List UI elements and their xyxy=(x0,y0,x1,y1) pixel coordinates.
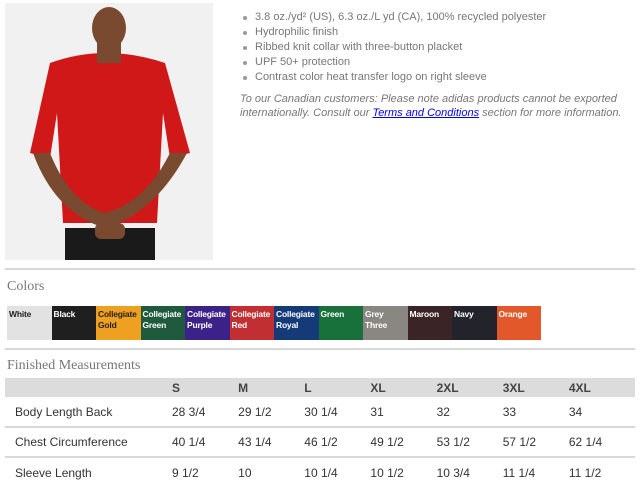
table-cell: 29 1/2 xyxy=(238,397,305,428)
feature-item: Ribbed knit collar with three-button pla… xyxy=(240,40,630,55)
divider xyxy=(5,268,635,270)
color-swatch[interactable]: White xyxy=(7,306,52,340)
feature-item: Hydrophilic finish xyxy=(240,25,630,40)
color-swatch[interactable]: Collegiate Royal xyxy=(274,306,319,340)
table-cell: 49 1/2 xyxy=(370,427,437,458)
table-row: Sleeve Length 9 1/2 10 10 1/4 10 1/2 10 3/4 11… xyxy=(5,457,635,487)
color-swatch[interactable]: Collegiate Red xyxy=(229,306,274,340)
column-header: 4XL xyxy=(568,378,635,397)
table-cell: 10 1/4 xyxy=(304,465,338,480)
swatch-label: Orange xyxy=(498,309,528,319)
product-features: 3.8 oz./yd² (US), 6.3 oz./L yd (CA), 100… xyxy=(240,10,630,120)
swatch-label: Collegiate xyxy=(98,309,137,319)
column-header: S xyxy=(172,378,239,397)
swatch-label: Maroon xyxy=(409,309,440,319)
row-label: Body Length Back xyxy=(5,397,172,428)
column-header: M xyxy=(238,378,305,397)
color-swatch[interactable]: Collegiate Green xyxy=(140,306,185,340)
column-header: XL xyxy=(370,378,437,397)
terms-link[interactable]: Terms and Conditions xyxy=(372,106,480,119)
swatch-label: Black xyxy=(53,309,76,319)
table-row: Chest Circumference 40 1/4 43 1/4 46 1/2 49 … xyxy=(5,427,635,458)
feature-item: Contrast color heat transfer logo on rig… xyxy=(240,70,630,85)
note-text-end: section for more information. xyxy=(479,106,622,119)
product-photo xyxy=(5,3,213,260)
column-header: L xyxy=(304,378,371,397)
canada-note: To our Canadian customers: Please note a… xyxy=(240,93,630,120)
column-header: 2XL xyxy=(436,378,503,397)
table-cell: 11 1/4 xyxy=(502,465,536,480)
swatch-label: Navy xyxy=(454,309,474,319)
color-swatch[interactable]: Orange xyxy=(496,306,541,340)
swatch-label: White xyxy=(9,309,32,319)
feature-item: UPF 50+ protection xyxy=(240,55,630,70)
row-label: Sleeve Length xyxy=(15,465,92,480)
table-cell: 62 1/4 xyxy=(568,427,635,458)
table-cell: 30 1/4 xyxy=(304,397,371,428)
divider xyxy=(5,348,635,350)
colors-title: Colors xyxy=(7,279,45,294)
row-label: Chest Circumference xyxy=(5,427,172,458)
table-cell: 53 1/2 xyxy=(436,427,503,458)
feature-item: 3.8 oz./yd² (US), 6.3 oz./L yd (CA), 100… xyxy=(240,10,630,25)
swatch-label: Gold xyxy=(98,320,117,330)
table-cell: 9 1/2 xyxy=(172,465,199,480)
swatch-label: Collegiate xyxy=(187,309,226,319)
table-cell: 28 3/4 xyxy=(172,397,239,428)
table-cell: 10 xyxy=(238,465,252,480)
column-header xyxy=(5,378,172,397)
note-text: To our Canadian customers: Please note a… xyxy=(240,93,617,119)
table-cell: 40 1/4 xyxy=(172,427,239,458)
swatch-label: Red xyxy=(231,320,248,330)
swatch-label: Green xyxy=(320,309,345,319)
swatch-label: Collegiate xyxy=(231,309,271,319)
color-swatch[interactable]: Collegiate Purple xyxy=(185,306,230,340)
table-cell: 43 1/4 xyxy=(238,427,305,458)
swatch-label: Green xyxy=(142,320,167,330)
table-cell: 57 1/2 xyxy=(502,427,569,458)
color-swatches: White Black Collegiate Gold Collegiate Green C… xyxy=(7,306,541,340)
swatch-label: Royal xyxy=(276,320,299,330)
table-cell: 33 xyxy=(502,397,569,428)
color-swatch[interactable]: Green xyxy=(318,306,363,340)
color-swatch[interactable]: Grey Three xyxy=(363,306,408,340)
swatch-label: Three xyxy=(365,320,388,330)
swatch-label: Purple xyxy=(187,320,213,330)
table-row: Body Length Back 28 3/4 29 1/2 30 1/4 31 32 33… xyxy=(5,397,635,428)
color-swatch[interactable]: Maroon xyxy=(407,306,452,340)
table-cell: 10 1/2 xyxy=(370,465,404,480)
measurements-title: Finished Measurements xyxy=(7,358,141,373)
swatch-label: Collegiate xyxy=(276,309,315,319)
measurements-table: S M L XL 2XL 3XL 4XL Body Length Back 28 3/4 29 … xyxy=(5,378,635,487)
color-swatch[interactable]: Navy xyxy=(452,306,497,340)
column-header: 3XL xyxy=(502,378,569,397)
color-swatch[interactable]: Black xyxy=(51,306,96,340)
table-cell: 10 3/4 xyxy=(436,465,470,480)
swatch-label: Collegiate xyxy=(142,309,182,319)
table-cell: 34 xyxy=(568,397,635,428)
swatch-label: Grey xyxy=(365,309,384,319)
table-cell: 11 1/2 xyxy=(568,465,602,480)
table-cell: 31 xyxy=(370,397,437,428)
color-swatch[interactable]: Collegiate Gold xyxy=(96,306,141,340)
table-cell: 32 xyxy=(436,397,503,428)
table-cell: 46 1/2 xyxy=(304,427,371,458)
